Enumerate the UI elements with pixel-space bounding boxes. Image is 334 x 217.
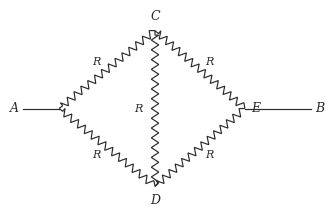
Text: B: B [315,102,324,115]
Text: R: R [205,57,213,67]
Text: R: R [134,104,143,113]
Text: D: D [150,194,160,207]
Text: R: R [205,150,213,160]
Text: E: E [251,102,260,115]
Text: C: C [150,10,160,23]
Text: R: R [93,150,101,160]
Text: R: R [93,57,101,67]
Text: A: A [10,102,19,115]
